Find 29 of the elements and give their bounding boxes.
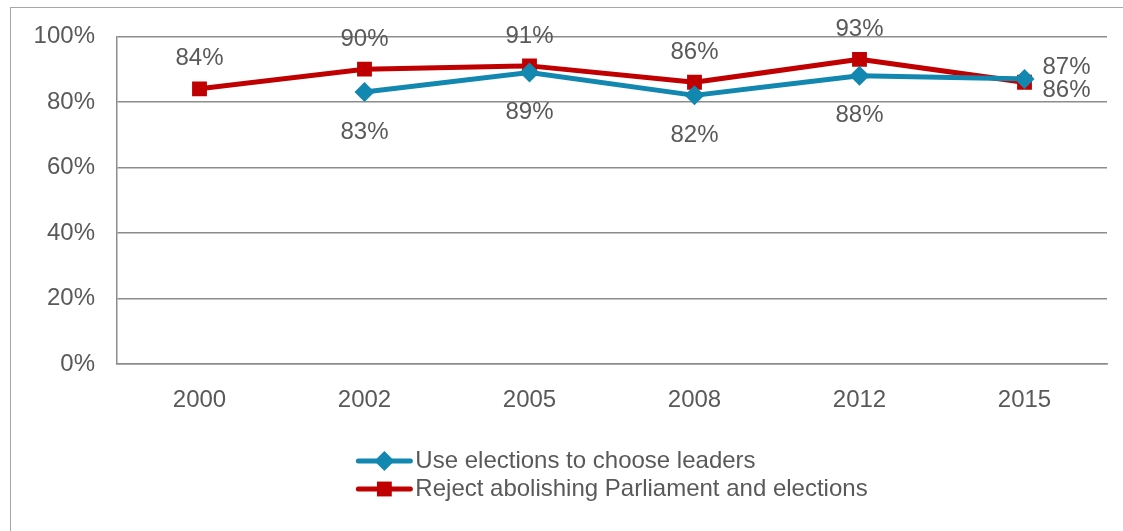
y-tick-label: 100% bbox=[33, 21, 95, 49]
y-tick-label: 40% bbox=[46, 217, 95, 245]
point bbox=[849, 65, 870, 86]
y-tick-label: 80% bbox=[46, 86, 95, 114]
data-label: 88% bbox=[835, 100, 884, 128]
data-label: 89% bbox=[505, 97, 554, 125]
x-tick-label: 2015 bbox=[997, 385, 1052, 413]
x-tick-label: 2012 bbox=[832, 385, 887, 413]
point bbox=[1014, 68, 1035, 89]
point bbox=[357, 61, 372, 77]
point bbox=[519, 62, 540, 83]
x-tick-label: 2000 bbox=[172, 385, 227, 413]
data-label: 93% bbox=[835, 13, 884, 41]
x-tick-label: 2005 bbox=[502, 385, 557, 413]
data-label: 84% bbox=[175, 43, 224, 71]
point bbox=[684, 85, 705, 106]
y-tick-label: 60% bbox=[46, 152, 95, 180]
x-tick-label: 2002 bbox=[337, 385, 392, 413]
point bbox=[354, 82, 375, 103]
legend-label: Use elections to choose leaders bbox=[415, 445, 756, 473]
point bbox=[192, 81, 207, 97]
y-tick-label: 0% bbox=[60, 348, 95, 376]
y-tick-label: 20% bbox=[46, 283, 95, 311]
data-label: 83% bbox=[340, 116, 389, 144]
x-tick-label: 2008 bbox=[667, 385, 722, 413]
point bbox=[852, 51, 867, 67]
legend-label: Reject abolishing Parliament and elections bbox=[415, 473, 868, 501]
data-label: 82% bbox=[670, 119, 719, 147]
data-label: 86% bbox=[670, 36, 719, 64]
